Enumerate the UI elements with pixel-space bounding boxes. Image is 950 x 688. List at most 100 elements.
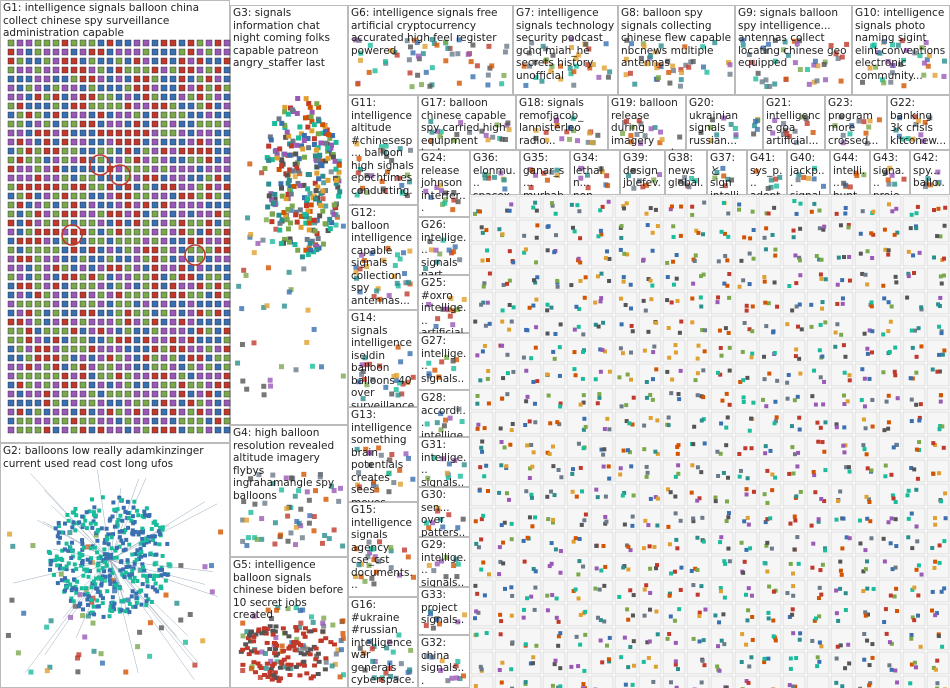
node xyxy=(106,273,114,281)
node xyxy=(733,132,739,138)
node xyxy=(919,572,924,577)
node xyxy=(133,57,141,65)
node xyxy=(133,201,141,209)
node xyxy=(363,446,369,452)
node xyxy=(865,282,870,287)
mini-group xyxy=(806,627,830,651)
node xyxy=(727,402,732,407)
node xyxy=(25,354,33,362)
node xyxy=(581,427,586,432)
node xyxy=(648,206,653,211)
node xyxy=(750,304,755,309)
node xyxy=(214,210,222,218)
node xyxy=(893,345,898,350)
node xyxy=(460,516,466,522)
mini-group xyxy=(734,243,758,267)
node xyxy=(240,662,246,667)
node xyxy=(842,370,847,375)
node xyxy=(187,201,195,209)
node xyxy=(311,136,317,142)
node xyxy=(264,640,270,645)
node xyxy=(166,562,172,568)
node xyxy=(574,494,579,499)
node xyxy=(106,120,114,128)
node xyxy=(722,231,727,236)
node xyxy=(214,192,222,200)
node xyxy=(524,368,529,373)
node xyxy=(34,282,42,290)
node xyxy=(70,586,75,591)
node xyxy=(551,349,556,354)
node xyxy=(887,165,893,171)
node xyxy=(298,506,304,512)
node xyxy=(457,676,463,682)
node xyxy=(110,514,115,519)
node xyxy=(169,39,177,47)
mini-group xyxy=(734,195,758,219)
mini-group xyxy=(662,675,686,688)
node xyxy=(25,39,33,47)
node xyxy=(209,589,215,595)
node xyxy=(434,184,440,190)
node xyxy=(858,251,863,256)
node xyxy=(790,445,795,450)
node xyxy=(125,560,130,565)
node xyxy=(243,272,249,278)
node xyxy=(111,500,116,505)
node xyxy=(70,174,78,182)
node xyxy=(854,173,860,179)
node xyxy=(74,513,79,518)
node xyxy=(501,177,507,183)
node xyxy=(405,554,411,560)
node xyxy=(607,278,612,283)
mini-group xyxy=(758,195,782,219)
node xyxy=(152,534,157,539)
node xyxy=(245,535,251,541)
node xyxy=(124,192,132,200)
node xyxy=(943,491,948,496)
node xyxy=(178,147,186,155)
node xyxy=(822,499,827,504)
node xyxy=(454,357,460,363)
node xyxy=(772,117,778,123)
mini-group xyxy=(614,483,638,507)
node xyxy=(479,567,484,572)
node xyxy=(287,236,293,242)
mini-group xyxy=(854,339,878,363)
node xyxy=(269,677,275,682)
group-label: G3: signals information chat night comin… xyxy=(233,7,330,69)
node xyxy=(187,354,195,362)
node xyxy=(34,273,42,281)
mini-group xyxy=(638,411,662,435)
node xyxy=(445,45,451,51)
node xyxy=(108,604,113,609)
node xyxy=(737,474,742,479)
node xyxy=(286,133,292,139)
node xyxy=(146,514,151,519)
node xyxy=(105,552,110,557)
node xyxy=(102,569,107,574)
node xyxy=(223,246,231,254)
node xyxy=(910,376,915,381)
node xyxy=(305,252,311,258)
node xyxy=(187,174,195,182)
node xyxy=(923,40,929,46)
node xyxy=(223,39,231,47)
node xyxy=(90,525,95,530)
node xyxy=(25,48,33,56)
node xyxy=(278,241,284,247)
node xyxy=(305,135,311,141)
node xyxy=(580,489,585,494)
node xyxy=(374,487,380,493)
node xyxy=(196,381,204,389)
node xyxy=(296,488,302,494)
node xyxy=(133,363,141,371)
node xyxy=(691,519,696,524)
mini-group xyxy=(806,387,830,411)
mini-group xyxy=(902,603,926,627)
node xyxy=(142,408,150,416)
node xyxy=(696,230,701,235)
node xyxy=(77,520,82,525)
node xyxy=(106,147,114,155)
